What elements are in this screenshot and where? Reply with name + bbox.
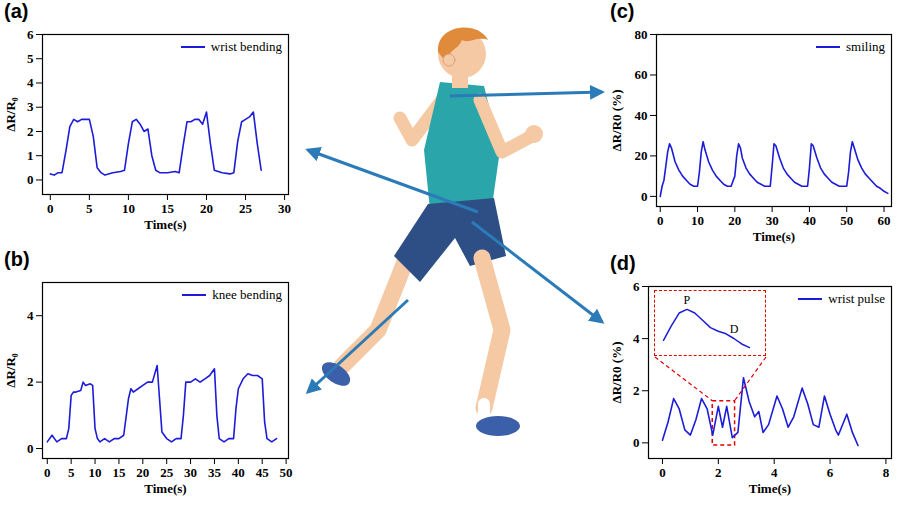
svg-text:5: 5	[68, 465, 75, 480]
svg-text:0: 0	[659, 465, 666, 480]
svg-text:2: 2	[715, 465, 722, 480]
svg-text:0: 0	[657, 213, 664, 228]
svg-text:ΔR/R₀: ΔR/R₀	[3, 353, 18, 388]
svg-text:15: 15	[161, 201, 175, 216]
html-text:knee bending: knee bending	[212, 287, 282, 302]
svg-text:20: 20	[136, 465, 149, 480]
svg-text:10: 10	[691, 213, 704, 228]
svg-text:20: 20	[635, 148, 648, 163]
svg-text:20: 20	[200, 201, 213, 216]
svg-text:6: 6	[633, 279, 640, 294]
svg-text:0: 0	[44, 465, 51, 480]
svg-text:25: 25	[239, 201, 253, 216]
svg-text:8: 8	[883, 465, 890, 480]
svg-text:30: 30	[278, 201, 291, 216]
svg-text:80: 80	[635, 27, 648, 42]
svg-text:10: 10	[122, 201, 135, 216]
svg-text:30: 30	[766, 213, 779, 228]
html-text:(d): (d)	[610, 252, 636, 274]
svg-text:ΔR/R₀: ΔR/R₀	[3, 97, 18, 132]
svg-text:6: 6	[27, 27, 34, 42]
svg-text:4: 4	[27, 75, 34, 90]
svg-text:40: 40	[803, 213, 816, 228]
svg-text:2: 2	[27, 124, 34, 139]
svg-text:2: 2	[633, 383, 640, 398]
svg-text:35: 35	[208, 465, 222, 480]
html-text:(c): (c)	[610, 0, 635, 22]
svg-text:50: 50	[280, 465, 293, 480]
svg-text:4: 4	[771, 465, 778, 480]
svg-text:Time(s): Time(s)	[144, 217, 186, 232]
svg-text:10: 10	[89, 465, 102, 480]
svg-text:40: 40	[635, 108, 648, 123]
html-text:(a): (a)	[4, 0, 29, 22]
svg-text:0: 0	[47, 201, 54, 216]
svg-text:25: 25	[160, 465, 174, 480]
svg-text:6: 6	[827, 465, 834, 480]
svg-text:0: 0	[27, 172, 34, 187]
svg-text:4: 4	[27, 308, 34, 323]
svg-text:2: 2	[27, 374, 34, 389]
svg-text:D: D	[730, 322, 739, 336]
svg-text:60: 60	[635, 67, 648, 82]
svg-text:40: 40	[232, 465, 245, 480]
svg-text:20: 20	[728, 213, 741, 228]
svg-text:4: 4	[633, 331, 640, 346]
html-text:smiling: smiling	[846, 39, 885, 54]
svg-text:45: 45	[256, 465, 270, 480]
svg-text:60: 60	[878, 213, 891, 228]
html-text:wrist pulse: wrist pulse	[828, 291, 885, 306]
svg-text:3: 3	[27, 99, 34, 114]
svg-text:Time(s): Time(s)	[144, 481, 186, 496]
svg-text:50: 50	[840, 213, 853, 228]
svg-text:5: 5	[27, 51, 34, 66]
svg-text:0: 0	[27, 441, 34, 456]
svg-text:P: P	[684, 293, 691, 307]
svg-text:1: 1	[27, 148, 34, 163]
svg-text:ΔR/R0 (%): ΔR/R0 (%)	[609, 90, 624, 152]
svg-text:5: 5	[86, 201, 93, 216]
svg-text:0: 0	[633, 435, 640, 450]
svg-text:ΔR/R0 (%): ΔR/R0 (%)	[609, 342, 624, 404]
svg-text:30: 30	[184, 465, 197, 480]
svg-text:Time(s): Time(s)	[753, 229, 795, 244]
svg-text:0: 0	[641, 189, 648, 204]
html-text:wrist bending: wrist bending	[210, 39, 282, 54]
svg-text:15: 15	[112, 465, 126, 480]
html-text:(b): (b)	[4, 248, 30, 270]
svg-text:Time(s): Time(s)	[749, 481, 791, 496]
